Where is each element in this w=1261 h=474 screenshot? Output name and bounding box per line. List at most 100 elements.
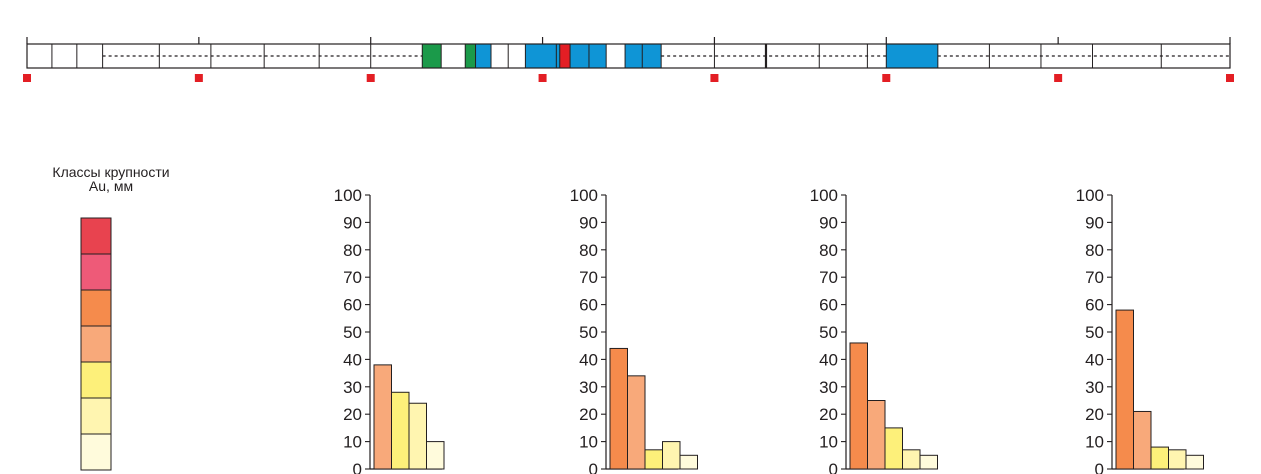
bar-1–0,5 [609,347,628,470]
y-tick-label: 50 [819,323,838,342]
scale-bar-outline [26,43,1231,69]
legend: Классы крупности Au, мм [52,164,170,471]
y-tick-label: 10 [1085,433,1104,452]
y-tick-label: 50 [343,323,362,342]
y-tick-label: 20 [1085,405,1104,424]
legend-swatch [80,325,112,363]
bar-0,2–0,1 [408,402,427,470]
legend-swatch [80,397,112,435]
y-tick-label: 100 [334,186,362,205]
histogram: 0 10 20 30 40 50 60 70 80 90 100 [334,186,445,474]
y-tick-label: 0 [353,460,362,474]
y-tick-label: 10 [819,433,838,452]
y-tick-label: 70 [1085,268,1104,287]
bar-0,5–0,3 [373,364,392,470]
bar-0,2–0,1 [1168,449,1187,470]
y-tick-label: 40 [819,350,838,369]
legend-title-line2: Au, мм [89,178,133,194]
y-tick-label: 90 [343,213,362,232]
y-tick-label: 70 [579,268,598,287]
sample-point-marker [538,74,547,82]
y-tick-label: 40 [579,350,598,369]
sample-point-marker [1054,74,1063,82]
scale-cell-red [559,44,571,68]
y-tick-label: 90 [819,213,838,232]
bar-0,5–0,3 [1133,410,1152,470]
sample-point-marker [366,74,375,82]
bar-0,2–0,1 [902,449,921,470]
scale-cell-green [465,44,476,68]
bar-1–0,5 [1115,309,1134,470]
y-tick-label: 100 [1076,186,1104,205]
y-tick-label: 60 [819,296,838,315]
y-tick-label: 60 [579,296,598,315]
scale-cell-green [422,44,442,68]
y-tick-label: 10 [579,433,598,452]
bar-<0,1 [1185,454,1204,470]
bar-0,2–0,1 [662,441,681,470]
scale-cell-blue [642,44,662,68]
bar-0,3–0,2 [1150,446,1169,470]
bar-1–0,5 [849,342,868,470]
y-tick-label: 100 [810,186,838,205]
histogram: 0 10 20 30 40 50 60 70 80 90 100 [1076,186,1204,474]
legend-swatch [80,361,112,399]
y-tick-label: 30 [579,378,598,397]
bar-0,3–0,2 [644,449,663,470]
y-tick-label: 20 [819,405,838,424]
y-tick-label: 50 [579,323,598,342]
bar-0,5–0,3 [627,375,646,470]
y-tick-label: 20 [579,405,598,424]
y-tick-label: 30 [1085,378,1104,397]
y-tick-label: 80 [343,241,362,260]
y-tick-label: 10 [343,433,362,452]
y-tick-label: 90 [579,213,598,232]
scale-cell-blue [475,44,492,68]
scale-cell-blue [886,44,938,68]
y-tick-label: 30 [819,378,838,397]
y-tick-label: 80 [1085,241,1104,260]
histogram: 0 10 20 30 40 50 60 70 80 90 100 [570,186,698,474]
bar-0,3–0,2 [391,391,410,470]
legend-swatch [80,289,112,327]
y-tick-label: 70 [343,268,362,287]
scale-cell-blue [570,44,589,68]
y-tick-label: 60 [343,296,362,315]
legend-swatch [80,217,112,255]
y-tick-label: 80 [819,241,838,260]
y-tick-label: 0 [1095,460,1104,474]
legend-title-line1: Классы крупности [52,164,169,180]
legend-swatch [80,433,112,471]
sample-point-marker [23,74,31,82]
histograms: 0102030405060708090100010203040506070809… [334,186,1204,474]
y-tick-label: 40 [1085,350,1104,369]
scale-cell-blue [556,44,560,68]
bar-<0,1 [426,441,445,470]
y-tick-label: 40 [343,350,362,369]
y-tick-label: 100 [570,186,598,205]
bar-0,3–0,2 [884,427,903,470]
y-tick-label: 0 [589,460,598,474]
histogram: 0 10 20 30 40 50 60 70 80 90 100 [810,186,938,474]
y-tick-label: 50 [1085,323,1104,342]
bar-0,5–0,3 [867,400,886,470]
y-tick-label: 20 [343,405,362,424]
sample-point-marker [882,74,891,82]
scale-cell-blue [588,44,607,68]
sample-point-marker [710,74,719,82]
scale-cell-blue [525,44,557,68]
distance-scale [23,37,1234,82]
sample-point-marker [194,74,203,82]
bar-<0,1 [679,454,698,470]
scale-cell-blue [625,44,643,68]
y-tick-label: 80 [579,241,598,260]
y-tick-label: 0 [829,460,838,474]
sample-point-marker [1226,74,1234,82]
y-tick-label: 70 [819,268,838,287]
y-tick-label: 30 [343,378,362,397]
y-tick-label: 90 [1085,213,1104,232]
legend-swatch [80,253,112,291]
bar-<0,1 [919,454,938,470]
y-tick-label: 60 [1085,296,1104,315]
